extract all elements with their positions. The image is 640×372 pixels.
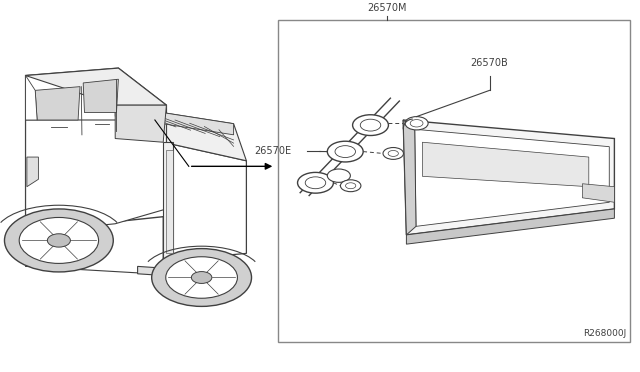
Polygon shape: [403, 120, 614, 235]
Circle shape: [191, 272, 212, 283]
Polygon shape: [403, 120, 416, 235]
Polygon shape: [163, 142, 173, 261]
Polygon shape: [27, 157, 38, 187]
Polygon shape: [406, 209, 614, 244]
Circle shape: [353, 115, 388, 135]
Polygon shape: [26, 76, 37, 120]
Circle shape: [327, 141, 363, 162]
Text: R268000J: R268000J: [582, 329, 626, 338]
Circle shape: [298, 172, 333, 193]
Polygon shape: [26, 68, 166, 231]
Circle shape: [4, 209, 113, 272]
Polygon shape: [166, 150, 173, 253]
Polygon shape: [115, 105, 234, 135]
Circle shape: [340, 180, 361, 192]
Polygon shape: [83, 79, 118, 113]
Bar: [278, 20, 630, 342]
Circle shape: [47, 234, 70, 247]
Polygon shape: [138, 266, 250, 281]
Polygon shape: [163, 142, 246, 261]
Polygon shape: [415, 129, 609, 226]
Circle shape: [152, 248, 252, 307]
Polygon shape: [35, 87, 80, 120]
Polygon shape: [26, 68, 166, 105]
Circle shape: [405, 116, 428, 130]
Circle shape: [327, 169, 350, 182]
Polygon shape: [422, 142, 589, 187]
Text: 26570B: 26570B: [471, 58, 508, 68]
Text: 26570M: 26570M: [367, 3, 407, 13]
Polygon shape: [26, 120, 166, 231]
Circle shape: [166, 257, 237, 298]
Polygon shape: [582, 184, 614, 202]
Polygon shape: [115, 105, 166, 142]
Text: 26570E: 26570E: [254, 147, 291, 157]
Polygon shape: [115, 105, 246, 161]
Circle shape: [19, 218, 99, 263]
Circle shape: [383, 148, 403, 159]
